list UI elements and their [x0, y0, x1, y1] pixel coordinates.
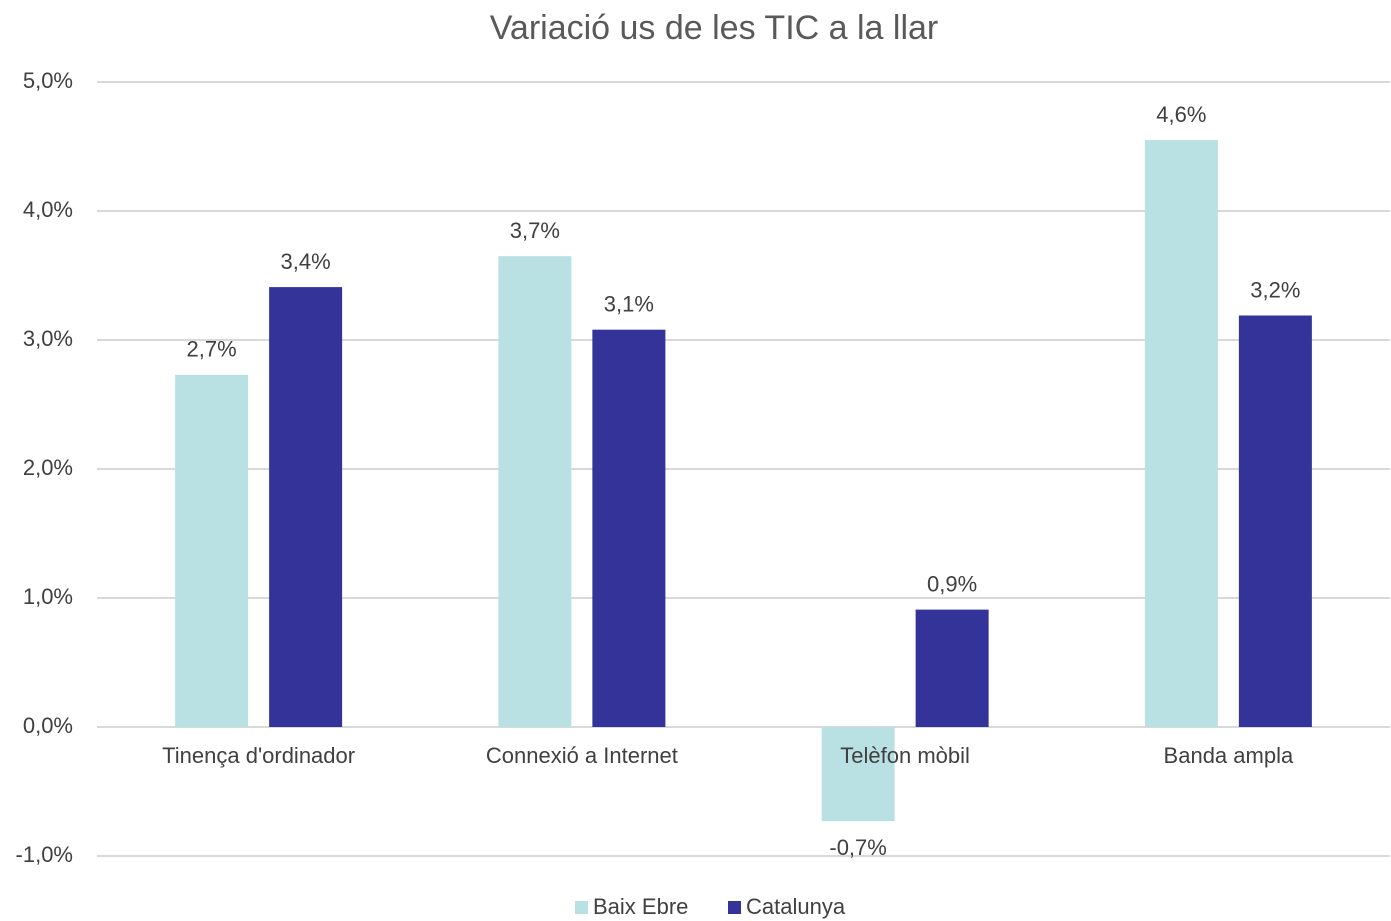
legend-label: Baix Ebre [593, 894, 688, 919]
y-tick-label: 5,0% [23, 68, 73, 93]
y-tick-label: 1,0% [23, 584, 73, 609]
x-tick-label: Tinença d'ordinador [162, 743, 355, 768]
data-label: 2,7% [187, 337, 237, 362]
data-label: 3,2% [1250, 277, 1300, 302]
y-tick-label: 2,0% [23, 455, 73, 480]
x-tick-label: Banda ampla [1164, 743, 1294, 768]
bar [1238, 315, 1312, 727]
legend-swatch [728, 901, 741, 914]
data-label: 3,4% [281, 249, 331, 274]
bar [915, 609, 989, 727]
bar [498, 256, 572, 727]
y-tick-label: 4,0% [23, 197, 73, 222]
x-tick-label: Connexió a Internet [486, 743, 678, 768]
bar [269, 287, 343, 727]
data-label: 3,1% [604, 291, 654, 316]
data-label: 3,7% [510, 218, 560, 243]
data-label: -0,7% [829, 835, 886, 860]
bar [1144, 140, 1218, 728]
legend-swatch [575, 901, 588, 914]
y-tick-label: 3,0% [23, 326, 73, 351]
data-label: 0,9% [927, 571, 977, 596]
legend-label: Catalunya [746, 894, 846, 919]
x-tick-label: Telèfon mòbil [840, 743, 970, 768]
y-tick-label: 0,0% [23, 713, 73, 738]
chart-title: Variació us de les TIC a la llar [490, 9, 939, 47]
bar [175, 374, 249, 727]
y-tick-label: -1,0% [16, 842, 73, 867]
data-label: 4,6% [1156, 102, 1206, 127]
bar [592, 329, 666, 727]
bar [821, 727, 895, 822]
